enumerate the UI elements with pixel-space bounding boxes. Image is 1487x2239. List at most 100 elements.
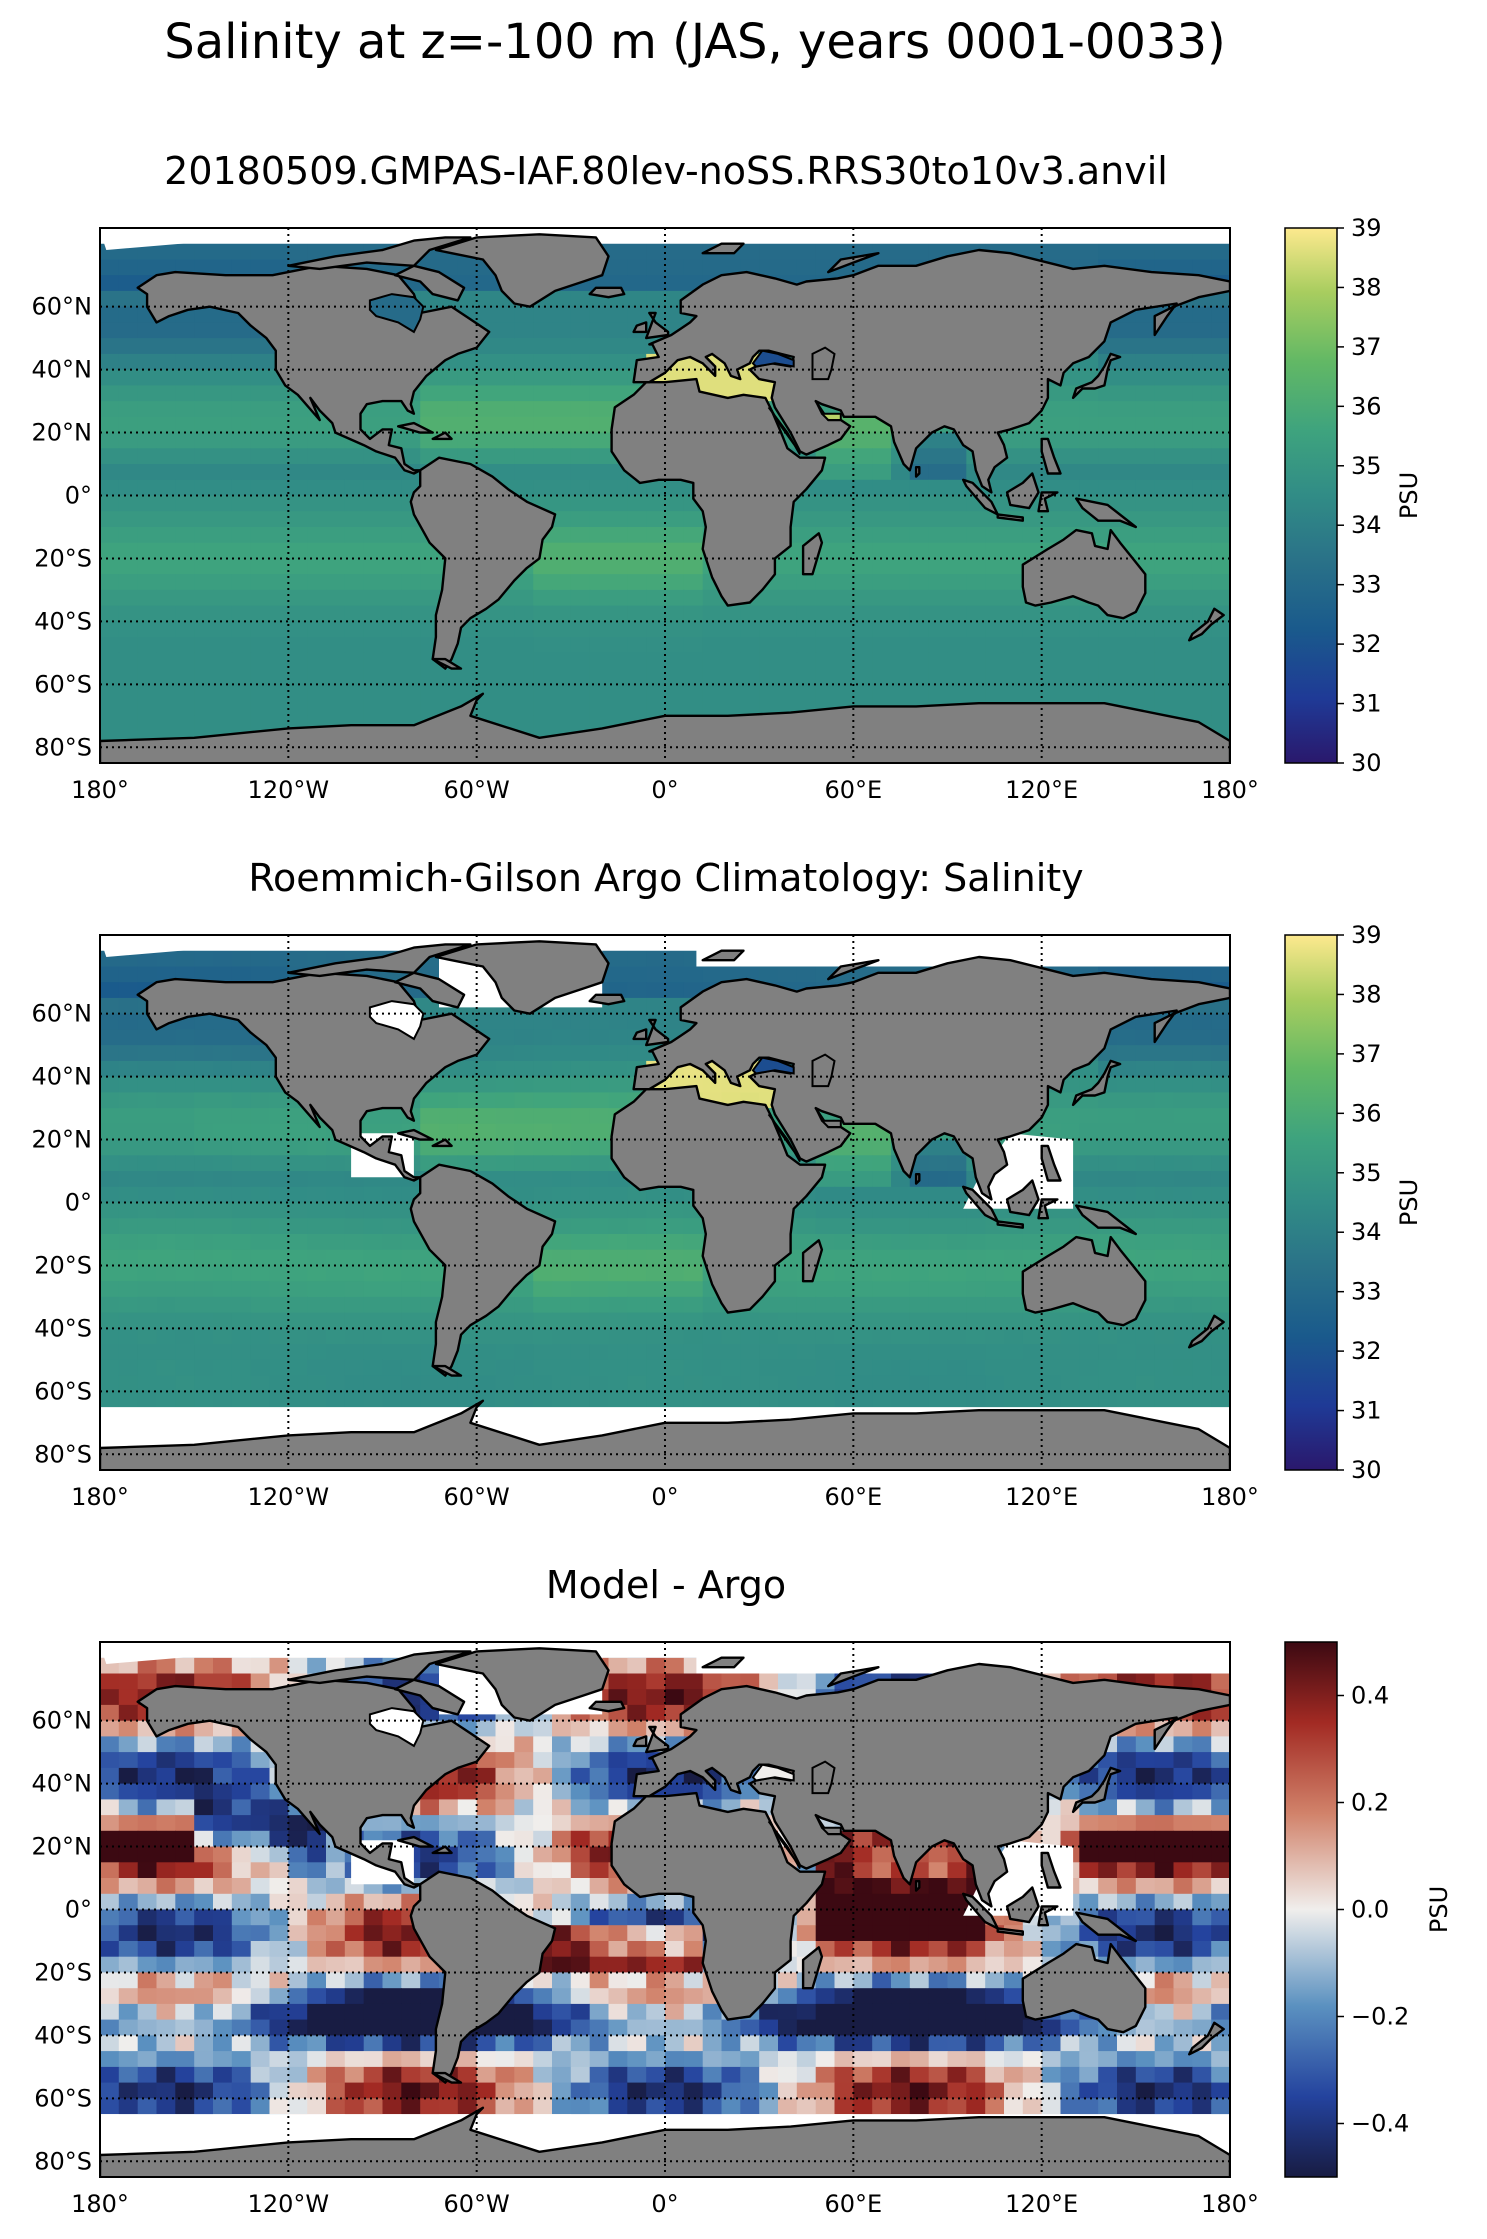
field-cell <box>571 1203 590 1219</box>
field-cell <box>571 543 590 559</box>
field-cell <box>213 1124 232 1140</box>
field-cell <box>1155 1752 1174 1768</box>
field-cell <box>326 1171 345 1187</box>
field-cell <box>835 1234 854 1250</box>
field-cell <box>627 1297 646 1313</box>
colorbar-tick-label: 34 <box>1351 511 1382 539</box>
field-cell <box>420 1799 439 1815</box>
field-cell <box>138 1124 157 1140</box>
field-cell <box>853 684 872 700</box>
field-cell <box>364 1297 383 1313</box>
field-cell <box>477 621 496 637</box>
field-cell <box>496 417 515 433</box>
field-cell <box>684 1234 703 1250</box>
field-cell <box>590 653 609 669</box>
field-cell <box>1192 1187 1211 1203</box>
field-cell <box>1004 1344 1023 1360</box>
field-cell <box>100 1674 119 1690</box>
field-cell <box>533 621 552 637</box>
field-cell <box>458 669 477 685</box>
field-cell <box>552 1736 571 1752</box>
field-cell <box>194 1171 213 1187</box>
field-cell <box>232 338 251 354</box>
field-cell <box>853 464 872 480</box>
field-cell <box>590 307 609 323</box>
field-cell <box>119 1674 138 1690</box>
field-cell <box>307 1187 326 1203</box>
field-cell <box>420 385 439 401</box>
field-cell <box>1136 1203 1155 1219</box>
field-cell <box>157 1061 176 1077</box>
field-cell <box>590 370 609 386</box>
field-cell <box>759 1360 778 1376</box>
field-cell <box>1004 684 1023 700</box>
field-cell <box>175 1124 194 1140</box>
field-cell <box>175 951 194 967</box>
field-cell <box>157 653 176 669</box>
field-cell <box>571 307 590 323</box>
field-cell <box>1098 1092 1117 1108</box>
field-cell <box>571 1344 590 1360</box>
field-cell <box>1061 621 1080 637</box>
field-cell <box>100 1029 119 1045</box>
field-cell <box>345 621 364 637</box>
field-cell <box>1061 433 1080 449</box>
field-cell <box>1117 401 1136 417</box>
field-cell <box>100 1391 119 1407</box>
field-cell <box>646 244 665 260</box>
field-cell <box>175 1061 194 1077</box>
field-cell <box>759 1297 778 1313</box>
field-cell <box>288 621 307 637</box>
field-cell <box>1192 1376 1211 1392</box>
field-cell <box>759 669 778 685</box>
field-cell <box>364 1313 383 1329</box>
field-cell <box>175 370 194 386</box>
field-cell <box>1155 1077 1174 1093</box>
field-cell <box>533 1061 552 1077</box>
field-cell <box>326 464 345 480</box>
field-cell <box>835 1297 854 1313</box>
field-cell <box>514 653 533 669</box>
field-cell <box>1136 448 1155 464</box>
field-cell <box>590 1344 609 1360</box>
field-cell <box>910 1218 929 1234</box>
field-cell <box>1117 1752 1136 1768</box>
field-cell <box>345 1328 364 1344</box>
field-cell <box>910 1360 929 1376</box>
field-cell <box>740 621 759 637</box>
field-cell <box>1174 496 1193 512</box>
field-cell <box>627 1376 646 1392</box>
field-cell <box>157 1752 176 1768</box>
field-cell <box>232 511 251 527</box>
field-cell <box>609 1250 628 1266</box>
field-cell <box>929 543 948 559</box>
field-cell <box>270 951 289 967</box>
field-cell <box>270 590 289 606</box>
field-cell <box>646 1234 665 1250</box>
field-cell <box>439 1108 458 1124</box>
field-cell <box>213 1736 232 1752</box>
field-cell <box>383 1108 402 1124</box>
field-cell <box>1079 1344 1098 1360</box>
field-cell <box>759 1328 778 1344</box>
field-cell <box>213 1234 232 1250</box>
field-cell <box>100 1140 119 1156</box>
field-cell <box>326 558 345 574</box>
field-cell <box>609 370 628 386</box>
field-cell <box>175 1799 194 1815</box>
field-cell <box>1211 637 1230 653</box>
field-cell <box>533 1360 552 1376</box>
field-cell <box>552 637 571 653</box>
field-cell <box>1079 1108 1098 1124</box>
field-cell <box>740 1344 759 1360</box>
field-cell <box>609 1014 628 1030</box>
field-cell <box>458 1108 477 1124</box>
field-cell <box>1174 1721 1193 1737</box>
field-cell <box>345 606 364 622</box>
field-cell <box>590 558 609 574</box>
field-cell <box>138 496 157 512</box>
field-cell <box>1174 1815 1193 1831</box>
field-cell <box>1023 606 1042 622</box>
field-cell <box>1155 590 1174 606</box>
field-cell <box>270 1313 289 1329</box>
